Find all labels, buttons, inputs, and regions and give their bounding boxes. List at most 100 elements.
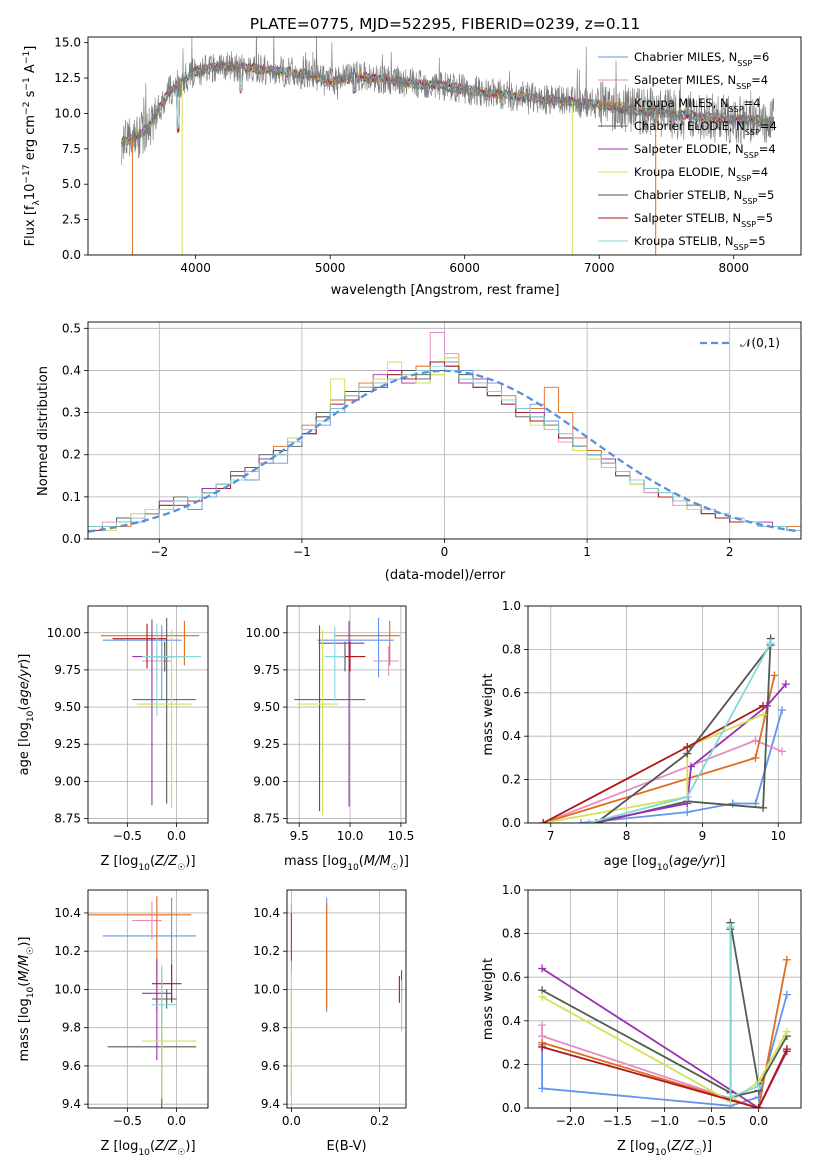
y-tick-label: 7.5: [62, 142, 81, 156]
mass-weight-line: [541, 1046, 788, 1108]
y-tick-label: 0.8: [502, 927, 521, 941]
mass-weight-marker: [778, 747, 787, 756]
mass-weight-marker: [751, 753, 760, 762]
y-tick-label: 9.8: [261, 1021, 280, 1035]
x-tick-label: 9: [699, 829, 707, 843]
mass-weight-marker: [782, 955, 791, 964]
x-tick-label: 7000: [584, 261, 615, 275]
y-tick-label: 9.50: [253, 700, 280, 714]
mass-weight-marker: [683, 792, 692, 801]
x-tick-label: 10.5: [388, 829, 415, 843]
legend-label: Salpeter STELIB, NSSP=5: [634, 211, 773, 229]
legend-label: Salpeter ELODIE, NSSP=4: [634, 142, 776, 160]
y-tick-label: 10.0: [253, 982, 280, 996]
y-tick-label: 9.75: [253, 663, 280, 677]
legend-label: Kroupa STELIB, NSSP=5: [634, 234, 766, 252]
mass-weight-marker: [683, 743, 692, 752]
y-tick-label: 9.50: [54, 700, 81, 714]
axes-frame: [87, 889, 209, 1109]
panel-mass-weight-vs-Z: −2.0 −1.5 −1.0 −0.5 0.0 0.0 0.2 0.4 0.6 0.8 1.0 Z […: [481, 883, 802, 1158]
x-axis-label: age [log10(age/yr)]: [604, 854, 726, 873]
y-tick-label: 0.2: [502, 1057, 521, 1071]
legend-label: Salpeter MILES, NSSP=4: [634, 73, 768, 91]
axes-frame: [527, 889, 802, 1109]
panel-residuals: −2 −1 0 1 2 0.0 0.1 0.2 0.3 0.4 0.5 (data-model)/er…: [36, 321, 802, 583]
y-tick-label: 0.8: [502, 642, 521, 656]
mass-weight-marker: [759, 803, 768, 812]
mass-weight-marker: [538, 964, 547, 973]
y-tick-label: 10.0: [54, 106, 81, 120]
plot-area: [287, 890, 406, 1108]
mass-weight-marker: [782, 990, 791, 999]
y-tick-label: 0.5: [62, 321, 81, 335]
mass-weight-line: [542, 675, 776, 823]
mass-weight-marker: [759, 710, 768, 719]
mass-weight-line: [729, 929, 759, 1099]
y-tick-label: 10.00: [47, 626, 81, 640]
plot-area: [528, 606, 801, 823]
axes-frame: [87, 321, 802, 540]
y-tick-label: 0.4: [502, 729, 521, 743]
y-tick-label: 9.6: [62, 1059, 81, 1073]
y-tick-label: 10.2: [54, 944, 81, 958]
mass-weight-marker: [577, 819, 586, 823]
y-tick-label: 0.4: [62, 363, 81, 377]
x-tick-label: 0.0: [282, 1114, 301, 1128]
y-tick-label: 0.6: [502, 686, 521, 700]
x-axis-label: Z [log10(Z/Z☉)]: [100, 854, 195, 873]
legend-label: Chabrier STELIB, NSSP=5: [634, 188, 774, 206]
y-tick-label: 10.4: [54, 906, 81, 920]
x-tick-label: 1: [583, 545, 591, 559]
mass-weight-marker: [759, 701, 768, 710]
axes-frame: [527, 605, 802, 824]
x-tick-label: 5000: [315, 261, 346, 275]
axes-frame: [286, 889, 407, 1109]
x-tick-label: −1.5: [603, 1114, 632, 1128]
x-tick-label: 0.0: [749, 1114, 768, 1128]
x-tick-label: 10: [771, 829, 786, 843]
plot-area: [528, 890, 801, 1108]
panel-mass-vs-EBV: 0.0 0.2 9.4 9.6 9.8 10.0 10.2 10.4 E(B-V): [253, 889, 407, 1154]
x-axis-label: (data-model)/error: [385, 568, 506, 583]
x-tick-label: −0.5: [113, 1114, 142, 1128]
plot-area: [88, 606, 208, 823]
plot-area: [287, 606, 406, 823]
y-tick-label: 0.0: [502, 816, 521, 830]
y-tick-label: 15.0: [54, 36, 81, 50]
x-tick-label: 4000: [180, 261, 211, 275]
y-tick-label: 1.0: [502, 599, 521, 613]
x-tick-label: −1.0: [650, 1114, 679, 1128]
y-tick-label: 5.0: [62, 177, 81, 191]
y-axis-label: Flux [fλ10−17 erg cm−2 s−1 A−1]: [22, 46, 42, 247]
mass-weight-line: [541, 959, 788, 1108]
y-tick-label: 0.0: [62, 248, 81, 262]
x-tick-label: 8: [623, 829, 631, 843]
y-tick-label: 9.25: [54, 737, 81, 751]
y-tick-label: 8.75: [253, 812, 280, 826]
mass-weight-marker: [766, 638, 775, 647]
x-tick-label: −0.5: [697, 1114, 726, 1128]
x-tick-label: 0: [441, 545, 449, 559]
panel-age-vs-mass: 9.5 10.0 10.5 8.75 9.00 9.25 9.50 9.75 10.00 mass…: [246, 605, 415, 873]
y-tick-label: 0.1: [62, 490, 81, 504]
legend-label: Kroupa MILES, NSSP=4: [634, 96, 761, 114]
y-tick-label: 9.6: [261, 1059, 280, 1073]
mass-weight-marker: [683, 808, 692, 817]
x-tick-label: 0.0: [167, 1114, 186, 1128]
mass-weight-marker: [539, 819, 548, 823]
axes-frame: [286, 605, 407, 824]
observed-spectrum-line: [121, 37, 775, 165]
x-tick-label: 0.0: [167, 829, 186, 843]
panel-mass-vs-Z: −0.5 0.0 9.4 9.6 9.8 10.0 10.2 10.4 Z [log10(Z/Z…: [17, 889, 209, 1158]
mass-weight-line: [542, 739, 783, 823]
y-tick-label: 2.5: [62, 213, 81, 227]
y-tick-label: 12.5: [54, 71, 81, 85]
y-axis-label: mass [log10(M/M☉)]: [17, 937, 36, 1062]
plot-area: [88, 322, 801, 539]
mass-weight-marker: [754, 1104, 763, 1108]
y-tick-label: 10.2: [253, 944, 280, 958]
y-tick-label: 10.00: [246, 626, 280, 640]
y-tick-label: 0.6: [502, 970, 521, 984]
x-tick-label: −2: [150, 545, 168, 559]
y-tick-label: 9.8: [62, 1021, 81, 1035]
